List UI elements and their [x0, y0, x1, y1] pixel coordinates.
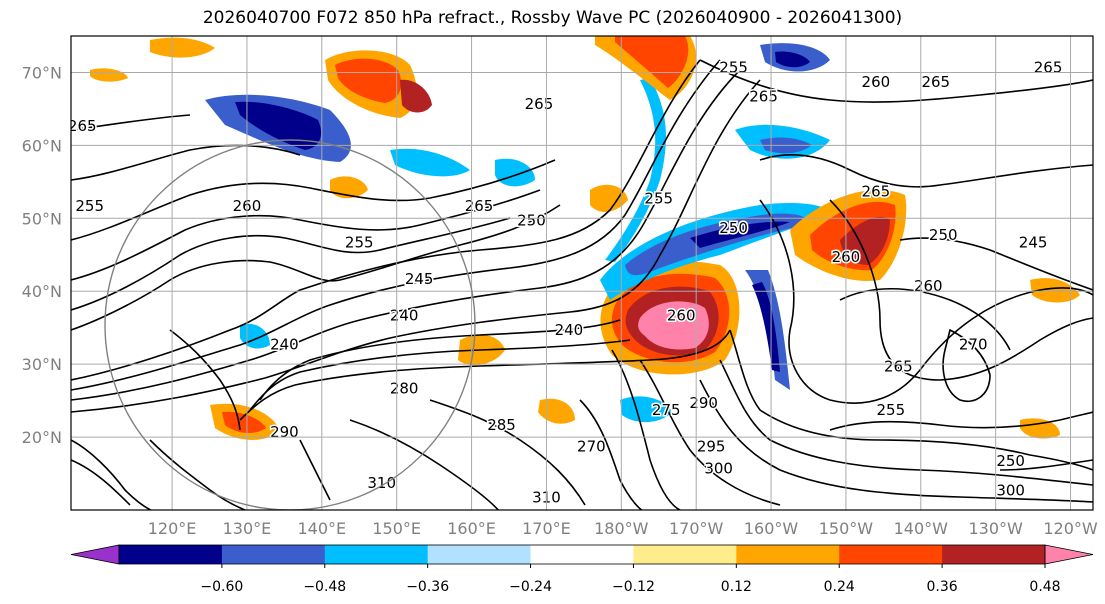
colorbar-frame — [118, 544, 1046, 565]
colorbar-segment — [942, 545, 1046, 564]
longitude-label: 170°W — [669, 519, 724, 538]
contour-label: 255 — [877, 401, 906, 419]
contour-label: 240 — [270, 336, 299, 354]
colorbar-tick-label: −0.12 — [612, 579, 655, 595]
colorbar-segment — [530, 545, 634, 564]
longitude-label: 180°W — [594, 519, 649, 538]
longitude-label: 120°E — [148, 519, 197, 538]
colorbar-tick-label: 0.36 — [927, 579, 958, 595]
contour-label: 295 — [697, 438, 726, 456]
contour-label: 255 — [719, 58, 748, 76]
longitude-label: 140°W — [894, 519, 949, 538]
contour-label: 290 — [270, 423, 299, 441]
projection-circle — [104, 139, 476, 510]
colorbar-segment — [221, 545, 326, 564]
contour-label: 240 — [390, 306, 419, 324]
latitude-label: 20°N — [22, 428, 62, 447]
longitude-label: 150°E — [372, 519, 421, 538]
latitude-label: 30°N — [22, 355, 62, 374]
colorbar: −0.60 −0.48 −0.36 −0.24 −0.12 0.12 0.24 0.36 0.4… — [70, 544, 1094, 595]
longitude-label: 130°W — [968, 519, 1023, 538]
anomaly-shading — [90, 36, 1080, 440]
colorbar-segment — [324, 545, 429, 564]
contour-label: 260 — [667, 306, 696, 324]
longitude-label: 160°W — [744, 519, 799, 538]
colorbar-tick-label: 0.24 — [824, 579, 855, 595]
longitude-label: 150°W — [819, 519, 874, 538]
colorbar-max-extension — [1044, 544, 1094, 565]
contour-label: 285 — [487, 416, 516, 434]
colorbar-tick-label: −0.24 — [509, 579, 552, 595]
contour-label: 280 — [390, 379, 419, 397]
contour-label: 265 — [465, 197, 494, 215]
colorbar-tick-label: −0.36 — [406, 579, 449, 595]
contour-label: 245 — [405, 270, 434, 288]
latitude-label: 50°N — [22, 209, 62, 228]
latitude-label: 60°N — [22, 136, 62, 155]
latitude-axis: 70°N 60°N 50°N 40°N 30°N 20°N — [22, 63, 62, 447]
contour-label: 265 — [525, 95, 554, 113]
latitude-label: 70°N — [22, 63, 62, 82]
contour-label: 240 — [555, 321, 584, 339]
contour-label: 275 — [652, 401, 681, 419]
contour-label: 270 — [577, 438, 606, 456]
colorbar-min-extension — [70, 544, 120, 565]
colorbar-segment — [119, 545, 223, 564]
contour-label: 265 — [1034, 58, 1063, 76]
contour-label: 260 — [862, 73, 891, 91]
colorbar-tick-label: −0.48 — [303, 579, 346, 595]
contour-label: 265 — [921, 73, 950, 91]
longitude-label: 130°E — [223, 519, 272, 538]
contour-label: 255 — [644, 190, 673, 208]
contour-label: 250 — [517, 212, 546, 230]
colorbar-segment — [633, 545, 737, 564]
colorbar-tick-label: 0.12 — [721, 579, 752, 595]
colorbar-segment — [736, 545, 840, 564]
longitude-axis: 120°E 130°E 140°E 150°E 160°E 170°E 180°W 170°W… — [148, 519, 1098, 538]
longitude-label: 140°E — [297, 519, 346, 538]
longitude-label: 170°E — [522, 519, 571, 538]
contour-label: 260 — [914, 277, 943, 295]
colorbar-tick-label: 0.48 — [1029, 579, 1060, 595]
contour-label: 255 — [345, 233, 374, 251]
contour-label: 290 — [689, 394, 718, 412]
contour-label: 310 — [367, 474, 396, 492]
contour-label: 300 — [704, 460, 733, 478]
contour-label: 270 — [959, 336, 988, 354]
colorbar-segment — [427, 545, 532, 564]
refractivity-contours — [71, 59, 1093, 510]
map-title: 2026040700 F072 850 hPa refract., Rossby… — [202, 8, 903, 28]
gridlines — [71, 36, 1093, 510]
contour-label: 245 — [1019, 233, 1048, 251]
contour-label: 250 — [719, 219, 748, 237]
contour-label: 265 — [862, 182, 891, 200]
contour-label: 300 — [996, 481, 1025, 499]
colorbar-tick-label: −0.60 — [200, 579, 243, 595]
longitude-label: 120°W — [1043, 519, 1098, 538]
colorbar-segment — [839, 545, 943, 564]
latitude-label: 40°N — [22, 282, 62, 301]
longitude-label: 160°E — [447, 519, 496, 538]
contour-label: 250 — [929, 226, 958, 244]
contour-label: 250 — [996, 452, 1025, 470]
contour-label: 265 — [68, 117, 97, 135]
contour-label: 265 — [884, 357, 913, 375]
contour-label: 255 — [75, 197, 104, 215]
map-frame — [70, 35, 1094, 511]
contour-label: 265 — [749, 88, 778, 106]
